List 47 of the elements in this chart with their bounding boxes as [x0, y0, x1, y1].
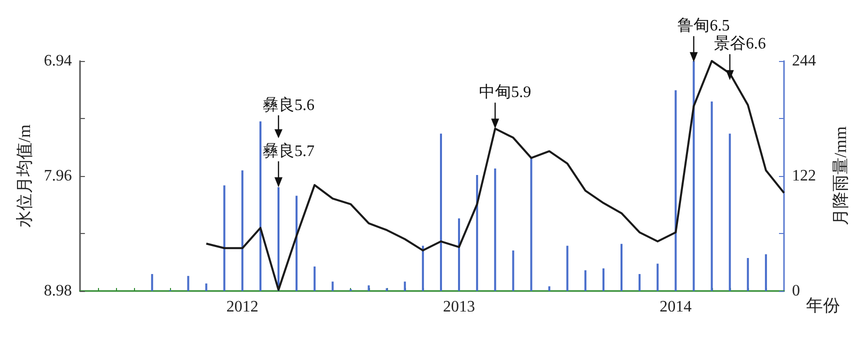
- bar: [674, 90, 677, 291]
- bar: [764, 254, 767, 291]
- bar: [620, 244, 623, 291]
- bar: [187, 276, 190, 291]
- y2-tick-label: 122: [792, 168, 816, 184]
- x-tick-label: 2013: [443, 298, 476, 316]
- annotation: 中甸5.9: [479, 83, 532, 102]
- bar: [440, 134, 442, 291]
- x-axis-title: 年份: [806, 296, 840, 315]
- bar: [223, 185, 226, 291]
- bar: [205, 283, 208, 291]
- y2-tick-label: 244: [792, 52, 816, 70]
- bar: [404, 282, 406, 291]
- bar: [476, 175, 478, 291]
- annotation: 彝良5.7: [262, 142, 314, 160]
- annotation: 鲁甸6.5: [678, 16, 730, 35]
- bar: [710, 102, 713, 291]
- y-tick-label: 8.98: [44, 282, 72, 300]
- bar: [314, 266, 316, 291]
- bar: [746, 258, 749, 291]
- bar: [638, 274, 641, 291]
- x-tick-label: 2014: [660, 298, 692, 316]
- bar: [241, 170, 244, 291]
- bar: [368, 285, 370, 291]
- y-tick-label: 6.94: [44, 52, 72, 70]
- annotation: 景谷6.6: [714, 34, 766, 53]
- bar: [494, 168, 496, 291]
- y2-tick-label: 0: [792, 282, 800, 300]
- x-tick-label: 2012: [226, 298, 258, 316]
- bar: [602, 268, 604, 291]
- bar: [656, 264, 659, 291]
- y-axis-title: 水位月均值/m: [15, 124, 34, 228]
- bar: [422, 246, 424, 291]
- line-series: [205, 60, 785, 291]
- bar: [458, 218, 460, 291]
- bar: [151, 274, 154, 291]
- bar: [296, 196, 298, 291]
- bar: [259, 121, 262, 291]
- bar: [530, 158, 532, 291]
- bar: [566, 246, 568, 291]
- bar: [512, 250, 514, 291]
- bar: [332, 282, 334, 291]
- annotation: 彝良5.6: [262, 96, 314, 114]
- bar: [728, 134, 731, 291]
- y-tick-label: 7.96: [44, 168, 72, 184]
- bar: [584, 270, 586, 291]
- y2-axis-title: 月降雨量/mm: [831, 126, 850, 226]
